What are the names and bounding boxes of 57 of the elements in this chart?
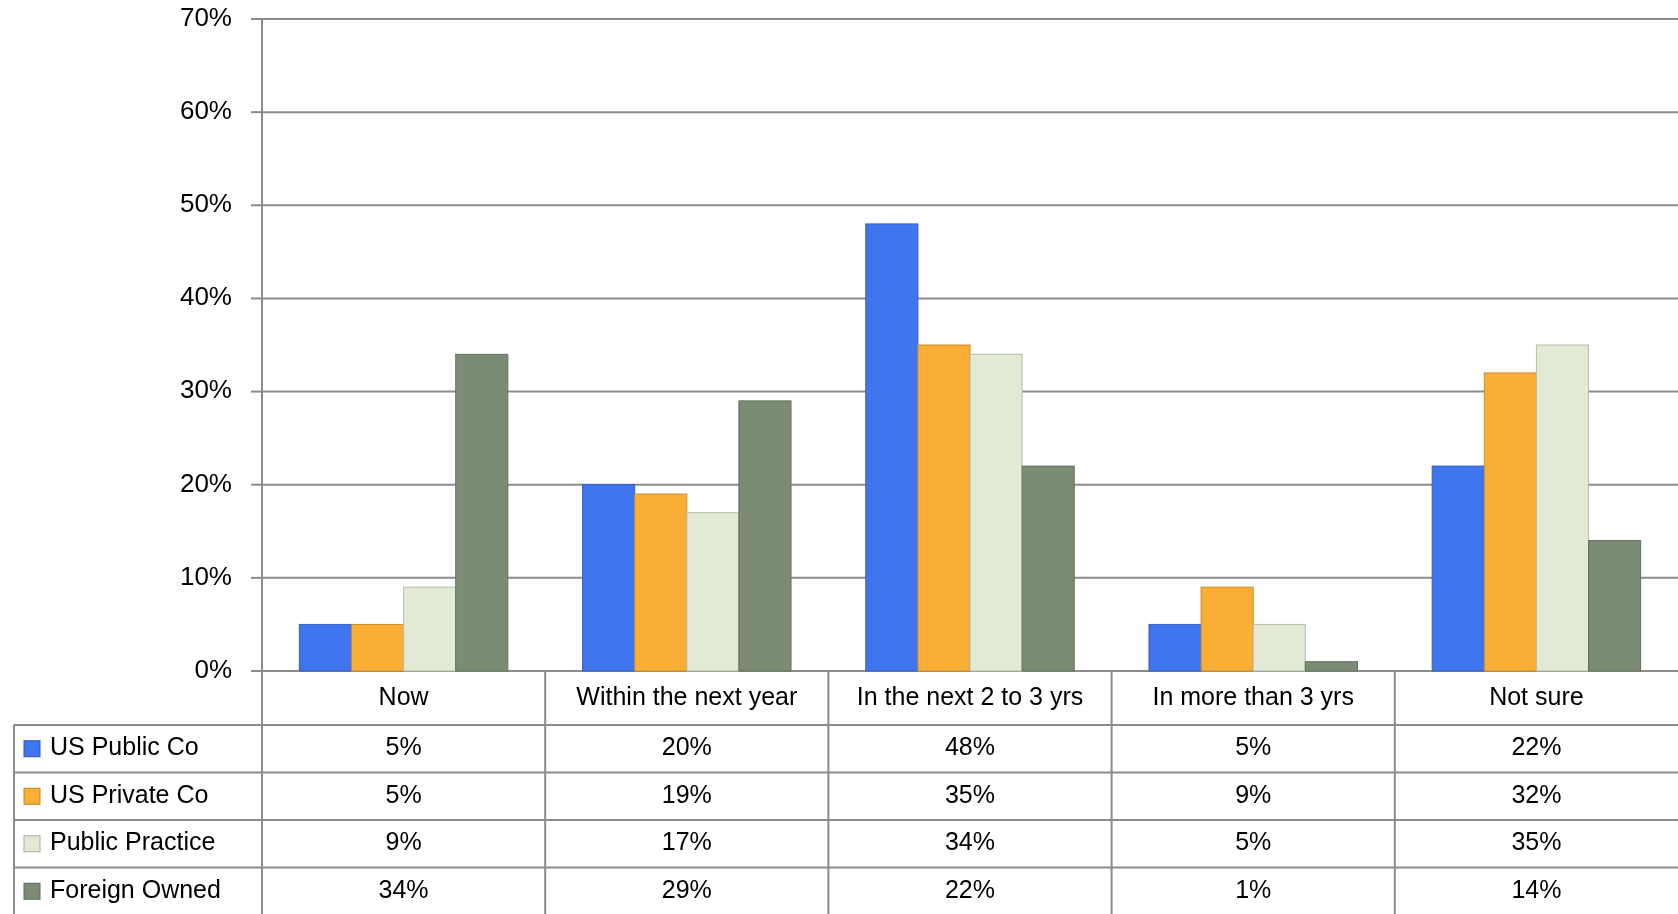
data-label: 14% [1511,874,1562,903]
y-tick-label: 50% [179,188,232,219]
bar [1021,465,1075,672]
data-label: 22% [1511,732,1562,761]
legend-label: Public Practice [50,827,216,856]
data-label: 5% [385,779,422,808]
y-tick-label: 70% [179,1,232,32]
data-label: 29% [661,874,712,903]
bar [1535,344,1590,672]
bar [1200,586,1254,672]
data-label: 35% [944,779,996,808]
data-label: 9% [385,827,422,856]
bar [917,344,971,672]
bar [350,623,405,672]
data-label: 20% [661,732,712,761]
data-label: 9% [1235,779,1272,808]
bar [582,484,636,672]
data-label: 35% [1511,827,1562,856]
bar [865,223,919,672]
data-label: 5% [1235,827,1272,856]
data-label: 34% [944,827,996,856]
bar [686,512,740,672]
y-tick-label: 40% [179,281,232,312]
y-tick-label: 0% [194,653,232,684]
legend-label: US Private Co [50,779,209,808]
bar [969,353,1023,672]
bar [634,493,688,672]
legend-label: Foreign Owned [50,874,221,903]
bar [455,353,509,672]
x-tick-label: In more than 3 yrs [1152,681,1354,710]
x-tick-label: In the next 2 to 3 yrs [856,681,1084,710]
data-label: 5% [385,732,422,761]
data-label: 34% [378,874,429,903]
bar [403,586,457,672]
data-label: 32% [1511,779,1562,808]
bar [1252,623,1306,672]
data-label: 48% [944,732,996,761]
data-label: 19% [661,779,712,808]
bar [1148,623,1202,672]
legend-label: US Public Co [50,732,199,761]
bar [1588,540,1642,672]
y-tick-label: 60% [179,95,232,126]
bar [738,400,792,672]
bar [1483,372,1537,672]
bar [1304,661,1358,672]
bar [298,623,352,672]
x-tick-label: Not sure [1489,681,1584,710]
x-tick-label: Now [378,681,430,710]
data-label: 17% [661,827,712,856]
data-label: 5% [1235,732,1272,761]
data-label: 22% [944,874,996,903]
y-tick-label: 20% [179,467,232,498]
y-tick-label: 30% [179,374,232,405]
data-label: 1% [1235,874,1272,903]
x-tick-label: Within the next year [576,681,798,710]
y-tick-label: 10% [179,560,232,591]
bar [1431,465,1485,672]
